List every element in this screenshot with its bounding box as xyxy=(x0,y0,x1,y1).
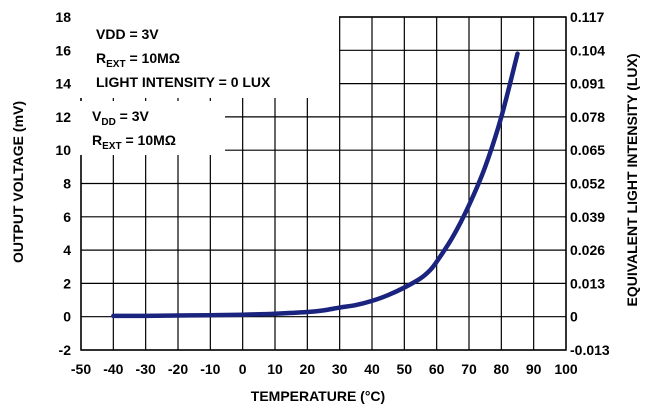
x-tick-label: -10 xyxy=(200,361,220,377)
x-tick-label: 30 xyxy=(332,361,348,377)
annotation-line: VDD = 3V xyxy=(92,108,150,128)
annotation-plain-background xyxy=(80,101,225,155)
y2-tick-label: 0.117 xyxy=(570,9,604,25)
y-tick-label: 8 xyxy=(63,176,71,192)
y2-tick-label: 0.026 xyxy=(570,242,605,258)
x-tick-label: 20 xyxy=(300,361,316,377)
x-tick-label: 90 xyxy=(526,361,542,377)
y-tick-label: 10 xyxy=(55,142,71,158)
y-tick-label: 18 xyxy=(55,9,71,25)
annotation-line: REXT = 10MΩ xyxy=(92,132,176,152)
y2-tick-labels: -0.013 0 0.013 0.026 0.039 0.052 0.065 0.078 0.0… xyxy=(570,9,610,358)
annotation-line: LIGHT INTENSITY = 0 LUX xyxy=(96,74,271,90)
y2-tick-label: 0.065 xyxy=(570,142,605,158)
x-tick-label: -20 xyxy=(168,361,188,377)
y-tick-label: 2 xyxy=(63,275,71,291)
annotation-box-text: VDD = 3V REXT = 10MΩ LIGHT INTENSITY = 0 L… xyxy=(96,26,271,90)
x-tick-label: -30 xyxy=(136,361,156,377)
x-tick-label: -40 xyxy=(103,361,123,377)
annotation-line: REXT = 10MΩ xyxy=(96,50,180,70)
y2-tick-label: 0.104 xyxy=(570,42,605,58)
y-tick-label: 14 xyxy=(55,76,71,92)
x-tick-label: 50 xyxy=(397,361,413,377)
y-axis-title: OUTPUT VOLTAGE (mV) xyxy=(10,101,26,263)
x-tick-label: 0 xyxy=(239,361,247,377)
y2-tick-label: 0.039 xyxy=(570,209,605,225)
x-tick-label: -50 xyxy=(71,361,91,377)
x-tick-label: 100 xyxy=(554,361,578,377)
x-tick-label: 60 xyxy=(429,361,445,377)
x-tick-label: 80 xyxy=(494,361,510,377)
annotation-box xyxy=(80,13,339,98)
y2-tick-label: 0.091 xyxy=(570,76,605,92)
y-tick-label: 12 xyxy=(55,109,71,125)
x-tick-label: 40 xyxy=(364,361,380,377)
x-tick-label: 10 xyxy=(267,361,283,377)
annotation-line: VDD = 3V xyxy=(96,26,159,42)
x-axis-title: TEMPERATURE (°C) xyxy=(251,388,385,404)
y-tick-labels: -2 0 2 4 6 8 10 12 14 16 18 xyxy=(55,9,71,358)
annotation-plain-text: VDD = 3V REXT = 10MΩ xyxy=(92,108,176,152)
y-tick-label: 6 xyxy=(63,209,71,225)
y-tick-label: 16 xyxy=(55,42,71,58)
y2-tick-label: 0.013 xyxy=(570,275,605,291)
y2-tick-label: 0.078 xyxy=(570,109,605,125)
series xyxy=(111,51,520,319)
x-tick-labels: -50 -40 -30 -20 -10 0 10 20 30 40 50 60 70 80 90 100 xyxy=(71,361,578,377)
y-tick-label: 4 xyxy=(63,242,71,258)
x-tick-label: 70 xyxy=(461,361,477,377)
y-tick-label: 0 xyxy=(63,309,71,325)
y2-tick-label: 0.052 xyxy=(570,176,605,192)
y-tick-label: -2 xyxy=(59,342,72,358)
y2-tick-label: -0.013 xyxy=(570,342,610,358)
series-line xyxy=(111,51,520,319)
y2-tick-label: 0 xyxy=(570,309,578,325)
y2-axis-title: EQUIVALENT LIGHT INTENSITY (LUX) xyxy=(624,53,640,306)
